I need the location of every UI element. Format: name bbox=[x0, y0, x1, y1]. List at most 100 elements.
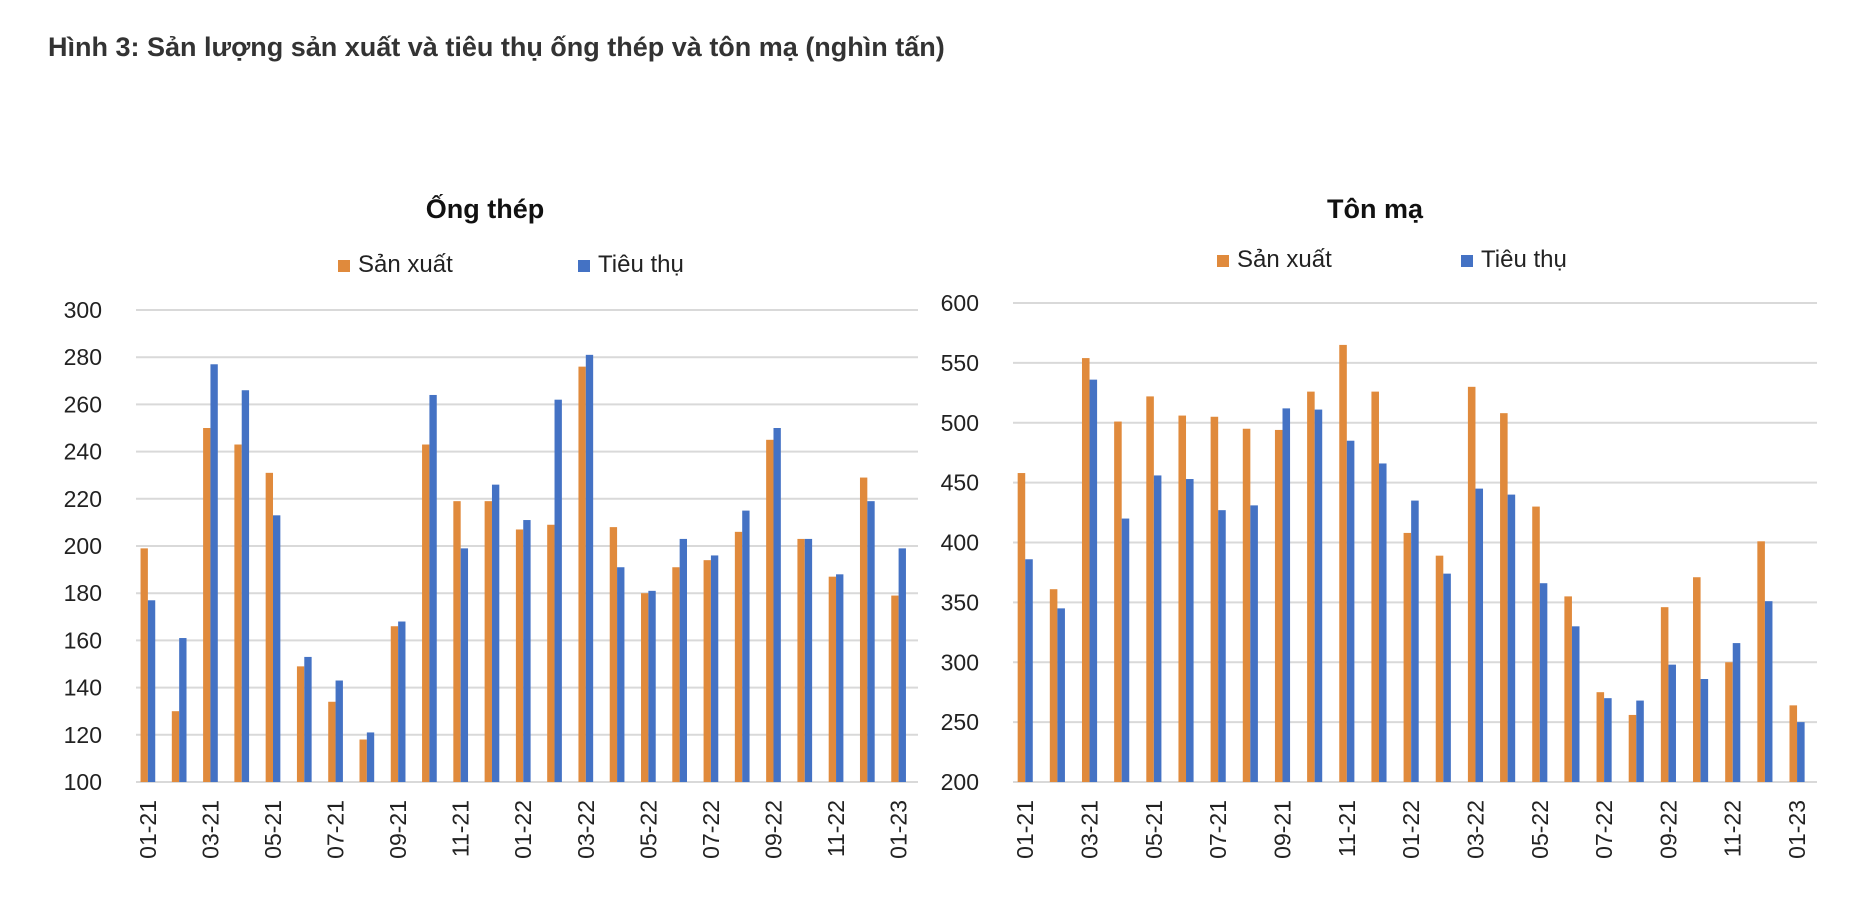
bar-consumption bbox=[1732, 643, 1741, 782]
bar-consumption bbox=[1636, 700, 1644, 782]
y-tick-label: 160 bbox=[64, 627, 102, 653]
bar-production bbox=[328, 701, 336, 782]
x-tick-label: 05-21 bbox=[1141, 800, 1167, 859]
bar-production bbox=[828, 576, 837, 782]
bar-production bbox=[171, 711, 180, 782]
bar-consumption bbox=[147, 600, 156, 782]
bar-production bbox=[1435, 555, 1444, 782]
bar-consumption bbox=[366, 732, 375, 782]
bar-production bbox=[453, 501, 461, 782]
bar-consumption bbox=[554, 399, 562, 782]
bar-consumption bbox=[1443, 573, 1451, 782]
y-tick-label: 300 bbox=[941, 649, 979, 675]
bar-production bbox=[1242, 428, 1251, 782]
y-tick-label: 500 bbox=[941, 410, 979, 436]
x-tick-label: 03-22 bbox=[573, 800, 599, 859]
y-tick-label: 250 bbox=[941, 709, 979, 735]
x-tick-label: 01-21 bbox=[135, 800, 161, 859]
bar-consumption bbox=[1539, 583, 1548, 782]
x-tick-label: 11-22 bbox=[1720, 800, 1746, 857]
y-tick-label: 100 bbox=[64, 769, 102, 795]
bar-consumption bbox=[179, 638, 187, 782]
legend-consumption-label: Tiêu thụ bbox=[1481, 246, 1567, 273]
bar-consumption bbox=[742, 510, 750, 782]
legend-consumption: Tiêu thụ bbox=[1461, 246, 1567, 273]
bar-consumption bbox=[335, 680, 343, 782]
bar-consumption bbox=[804, 538, 813, 782]
legend-consumption-swatch bbox=[578, 260, 590, 272]
bar-production bbox=[1628, 714, 1637, 782]
bar-consumption bbox=[617, 567, 625, 782]
bar-consumption bbox=[1057, 608, 1065, 782]
legend-production-swatch bbox=[1217, 255, 1229, 267]
bar-production bbox=[641, 593, 649, 782]
bar-production bbox=[1114, 421, 1122, 782]
bar-production bbox=[797, 538, 805, 782]
bar-production bbox=[1339, 344, 1347, 782]
bar-production bbox=[1660, 607, 1669, 782]
legend-production: Sản xuất bbox=[1217, 246, 1332, 273]
bar-consumption bbox=[523, 520, 531, 782]
bar-consumption bbox=[241, 390, 250, 782]
bar-production bbox=[1532, 506, 1540, 782]
bar-consumption bbox=[1121, 518, 1130, 782]
bar-production bbox=[203, 428, 211, 782]
legend-production-label: Sản xuất bbox=[1237, 246, 1332, 273]
bar-production bbox=[1500, 413, 1508, 782]
x-tick-label: 03-21 bbox=[1077, 800, 1103, 859]
bar-production bbox=[1789, 705, 1798, 782]
bar-production bbox=[359, 739, 367, 782]
bar-production bbox=[1596, 692, 1605, 782]
y-tick-label: 400 bbox=[941, 530, 979, 556]
y-tick-label: 200 bbox=[64, 533, 102, 559]
bar-consumption bbox=[1668, 664, 1676, 782]
x-tick-label: 09-21 bbox=[1270, 800, 1296, 859]
bar-consumption bbox=[710, 555, 719, 782]
bar-production bbox=[234, 444, 242, 782]
bar-production bbox=[547, 524, 555, 782]
bar-consumption bbox=[1282, 408, 1291, 782]
chart-ton-ma: Tôn mạ Sản xuất Tiêu thụ 200 250 300 350 400 450… bbox=[941, 194, 1817, 859]
bar-consumption bbox=[1571, 626, 1580, 782]
bar-production bbox=[1757, 541, 1765, 782]
y-tick-label: 600 bbox=[941, 290, 979, 316]
bar-consumption bbox=[1346, 440, 1355, 782]
bar-consumption bbox=[1604, 698, 1612, 782]
x-tick-label: 01-23 bbox=[1784, 800, 1810, 859]
bar-consumption bbox=[1089, 379, 1098, 782]
legend-production: Sản xuất bbox=[338, 251, 453, 278]
bar-consumption bbox=[1797, 722, 1805, 782]
bar-production bbox=[1274, 429, 1283, 782]
bar-production bbox=[265, 472, 274, 782]
bar-consumption bbox=[273, 515, 281, 782]
bar-consumption bbox=[460, 548, 469, 782]
bar-production bbox=[484, 501, 492, 782]
bar-production bbox=[1564, 596, 1572, 782]
bar-consumption bbox=[1507, 494, 1516, 782]
y-tick-label: 120 bbox=[64, 722, 102, 748]
y-tick-label: 260 bbox=[64, 391, 102, 417]
bar-consumption bbox=[679, 538, 687, 782]
x-tick-label: 09-21 bbox=[385, 800, 411, 859]
bar-consumption bbox=[1025, 559, 1033, 782]
bar-consumption bbox=[1314, 409, 1323, 782]
bar-consumption bbox=[491, 484, 500, 782]
bar-consumption bbox=[210, 364, 218, 782]
bar-production bbox=[1017, 473, 1026, 782]
chart-title: Tôn mạ bbox=[1327, 194, 1424, 224]
chart-title: Ống thép bbox=[426, 192, 544, 224]
x-tick-label: 03-21 bbox=[197, 800, 223, 859]
bar-production bbox=[140, 548, 148, 782]
x-tick-label: 07-22 bbox=[698, 800, 724, 859]
bar-production bbox=[1146, 396, 1154, 782]
x-tick-label: 01-22 bbox=[510, 800, 536, 859]
bar-consumption bbox=[398, 621, 406, 782]
bar-production bbox=[1307, 391, 1315, 782]
bar-production bbox=[1371, 391, 1379, 782]
x-tick-label: 05-21 bbox=[260, 800, 286, 859]
x-tick-label: 11-21 bbox=[448, 800, 474, 857]
bar-consumption bbox=[1475, 488, 1484, 782]
bar-consumption bbox=[1153, 475, 1162, 782]
bar-production bbox=[859, 477, 868, 782]
bar-consumption bbox=[1250, 505, 1258, 782]
